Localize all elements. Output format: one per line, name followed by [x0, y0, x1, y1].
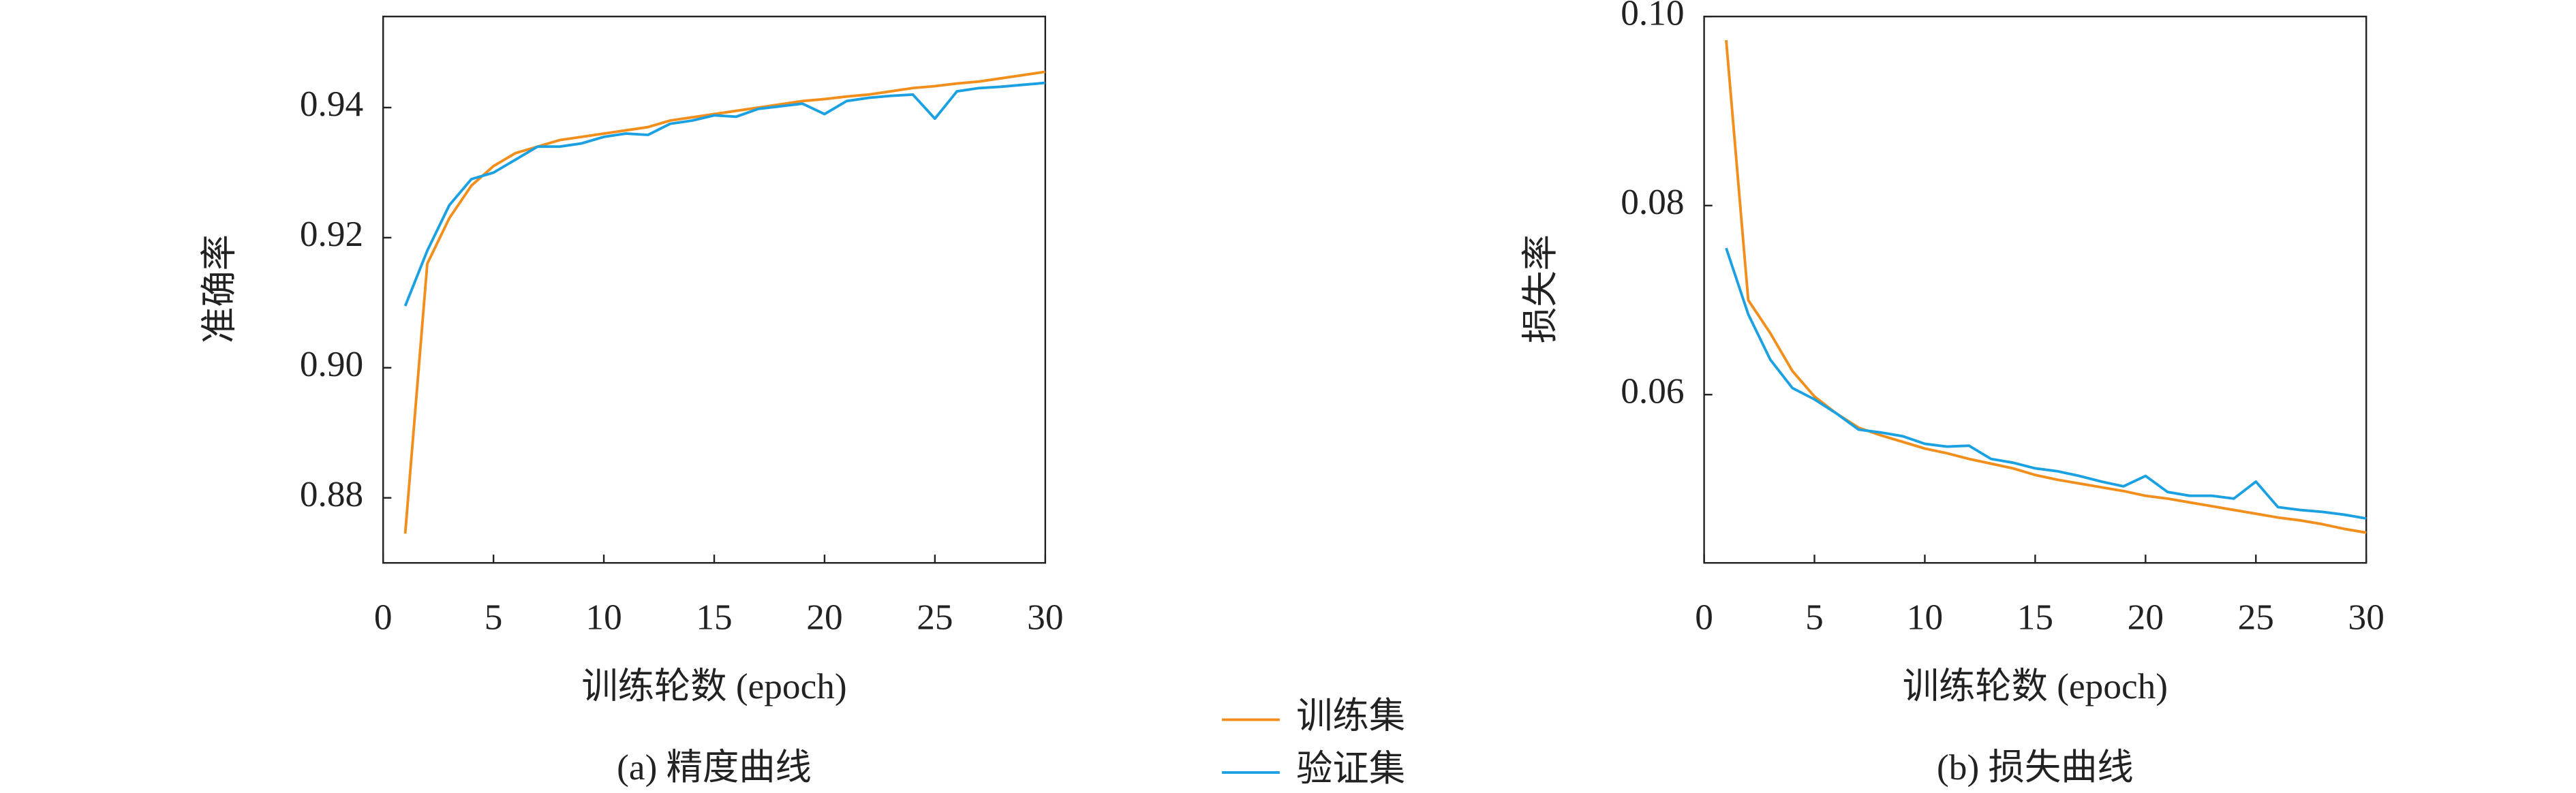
y-tick-label: 0.08 — [1621, 182, 1684, 222]
x-tick-label: 15 — [696, 597, 732, 637]
y-tick-label: 0.94 — [300, 84, 363, 124]
y-axis-label: 准确率 — [199, 234, 239, 343]
x-tick-label: 30 — [1027, 597, 1063, 637]
series-line — [403, 81, 1045, 307]
x-tick-label: 10 — [585, 597, 622, 637]
series-line — [1725, 40, 2367, 534]
legend-label: 训练集 — [1296, 696, 1405, 736]
caption: (b) 损失曲线 — [1937, 747, 2134, 788]
x-axis-label: 训练轮数 (epoch) — [1903, 666, 2168, 706]
series-line — [403, 70, 1046, 534]
x-tick-label: 20 — [2128, 597, 2164, 637]
y-tick-label: 0.92 — [300, 214, 363, 254]
y-axis-label: 损失率 — [1520, 234, 1561, 343]
x-tick-label: 5 — [1805, 597, 1824, 637]
y-tick-label: 0.90 — [300, 344, 363, 384]
x-tick-label: 10 — [1907, 597, 1943, 637]
plot-frame — [1703, 16, 2367, 564]
x-tick-label: 0 — [1695, 597, 1713, 637]
x-tick-label: 15 — [2017, 597, 2053, 637]
x-tick-label: 25 — [917, 597, 953, 637]
y-tick-label: 0.06 — [1621, 371, 1684, 411]
x-tick-label: 30 — [2348, 597, 2385, 637]
series-line — [1725, 247, 2367, 520]
y-tick-label: 0.88 — [300, 474, 363, 514]
x-tick-label: 20 — [806, 597, 842, 637]
legend-label: 验证集 — [1296, 749, 1405, 789]
x-tick-label: 25 — [2238, 597, 2274, 637]
x-tick-label: 0 — [374, 597, 393, 637]
caption: (a) 精度曲线 — [617, 747, 812, 788]
plot-frame — [382, 16, 1047, 564]
x-tick-label: 5 — [485, 597, 503, 637]
y-tick-label: 0.10 — [1621, 0, 1684, 33]
x-axis-label: 训练轮数 (epoch) — [581, 666, 846, 706]
